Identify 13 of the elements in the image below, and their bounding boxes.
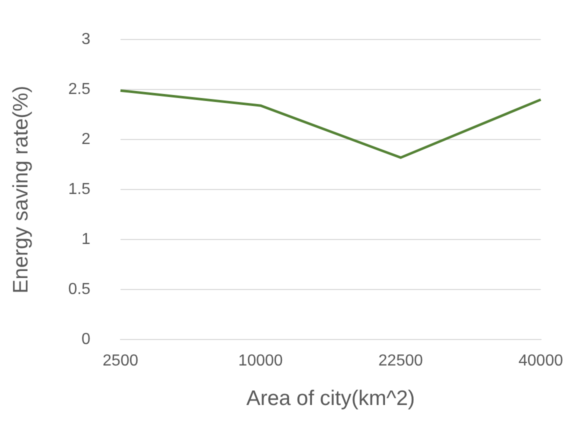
y-tick-label: 3 bbox=[82, 31, 91, 48]
y-tick-label: 1.5 bbox=[68, 181, 91, 198]
x-tick-label: 22500 bbox=[378, 352, 423, 370]
x-tick-label: 2500 bbox=[102, 352, 138, 370]
y-tick-label: 0.5 bbox=[68, 281, 91, 298]
x-axis-title: Area of city(km^2) bbox=[246, 387, 415, 410]
y-tick-label: 2 bbox=[82, 131, 91, 148]
y-tick-label: 2.5 bbox=[68, 81, 91, 98]
x-tick-label: 40000 bbox=[518, 352, 564, 370]
y-tick-label: 1 bbox=[82, 231, 91, 248]
x-tick-label: 10000 bbox=[238, 352, 283, 370]
y-tick-label: 0 bbox=[82, 331, 91, 348]
y-axis-title: Energy saving rate(%) bbox=[9, 86, 32, 294]
